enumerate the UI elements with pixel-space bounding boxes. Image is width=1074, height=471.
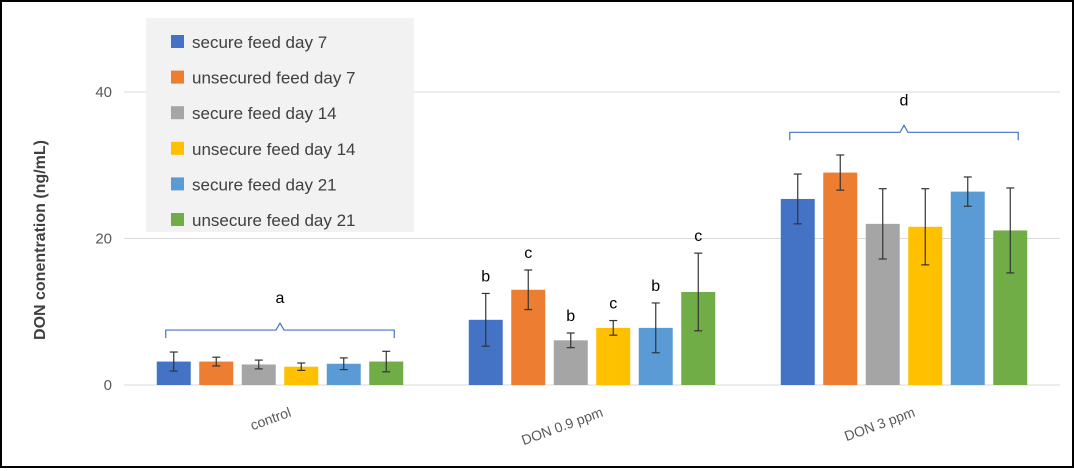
bar [241,364,276,385]
bar [284,366,319,385]
legend-swatch [171,70,184,84]
legend-label: unsecure feed day 21 [192,211,356,230]
significance-letter: b [566,308,575,325]
bar [823,172,858,385]
group-bracket [789,124,1019,141]
bar [156,361,191,385]
legend-label: secure feed day 14 [192,104,337,123]
group-brackets: ad [165,92,1019,339]
x-category-label: control [248,404,293,433]
legend-background [146,18,414,232]
legend-label: unsecured feed day 7 [192,69,356,88]
y-axis-ticks: 0 20 40 [95,84,112,394]
group-bracket [165,321,395,339]
significance-letter: c [694,228,702,245]
bar [199,361,234,385]
y-tick-label: 20 [95,231,112,248]
significance-letter: c [609,296,617,313]
significance-letter: c [524,245,532,262]
x-category-label: DON 0.9 ppm [519,404,605,448]
bar [950,191,985,385]
bar [780,198,815,385]
x-category-label: DON 3 ppm [842,404,917,444]
group-significance-letter: d [900,92,909,109]
y-axis-label: DON conentration (ng/mL) [32,140,49,340]
significance-letter: b [651,278,660,295]
legend-swatch [171,177,184,191]
y-tick-label: 40 [95,84,112,101]
bar [596,327,631,385]
significance-letter: b [481,268,490,285]
y-tick-label: 0 [104,377,112,394]
legend-swatch [171,106,184,120]
legend: secure feed day 7 unsecured feed day 7 sec… [146,18,414,232]
group-significance-letter: a [276,290,285,307]
legend-swatch [171,141,184,155]
legend-label: secure feed day 7 [192,33,327,52]
legend-label: unsecure feed day 14 [192,140,356,159]
bars [156,172,1028,385]
error-bars: b c b c b c [169,154,1015,373]
legend-label: secure feed day 21 [192,175,337,194]
bar [369,361,404,385]
x-axis-labels: control DON 0.9 ppm DON 3 ppm [248,404,917,448]
bar [326,363,361,385]
legend-swatch [171,213,184,226]
legend-swatch [171,35,184,48]
